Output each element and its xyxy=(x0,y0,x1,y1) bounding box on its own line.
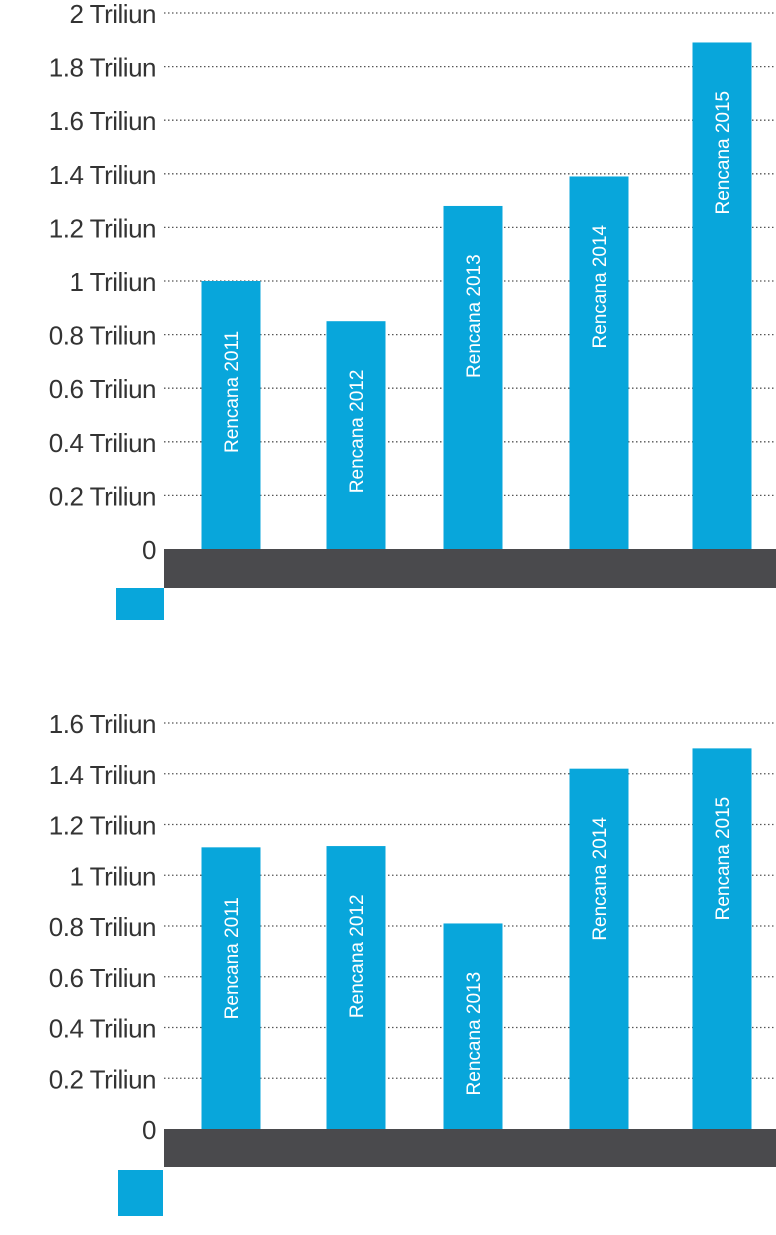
y-tick-label: 0.6 Triliun xyxy=(49,374,156,404)
y-tick-label: 0.4 Triliun xyxy=(49,1014,156,1044)
bar xyxy=(569,176,629,552)
bar xyxy=(326,321,386,551)
chart-2: 0 0.2 Triliun 0.4 Triliun 0.6 Triliun 0.8 Tr… xyxy=(49,709,776,1216)
bar-label: Rencana 2013 xyxy=(464,972,485,1096)
y-tick-label: 0.2 Triliun xyxy=(49,1064,156,1094)
y-tick-label: 0.6 Triliun xyxy=(49,963,156,993)
bar-label: Rencana 2014 xyxy=(590,224,611,348)
y-tick-label: 0 xyxy=(142,1115,156,1145)
y-tick-label: 1 Triliun xyxy=(69,861,156,891)
y-tick-label: 2 Triliun xyxy=(69,0,156,29)
chart-1: 0 0.2 Triliun 0.4 Triliun 0.6 Triliun 0.8 Tr… xyxy=(49,0,776,620)
bar-label: Rencana 2012 xyxy=(347,370,368,494)
bar-label: Rencana 2015 xyxy=(713,797,734,921)
y-tick-label: 1.4 Triliun xyxy=(49,760,156,790)
legend-swatch xyxy=(116,588,164,620)
x-axis-base xyxy=(164,549,776,588)
bar-label: Rencana 2015 xyxy=(713,91,734,215)
y-tick-label: 1.6 Triliun xyxy=(49,709,156,739)
x-axis-base xyxy=(164,1129,776,1167)
bar-label: Rencana 2011 xyxy=(222,331,243,453)
y-tick-label: 0.8 Triliun xyxy=(49,912,156,942)
bar-label: Rencana 2014 xyxy=(590,817,611,941)
y-tick-label: 1.8 Triliun xyxy=(49,53,156,83)
y-tick-label: 1 Triliun xyxy=(69,267,156,297)
y-tick-label: 0.4 Triliun xyxy=(49,428,156,458)
bar xyxy=(692,748,752,1131)
y-tick-label: 0.8 Triliun xyxy=(49,321,156,351)
bar xyxy=(326,846,386,1131)
bar xyxy=(443,205,503,551)
y-tick-label: 0.2 Triliun xyxy=(49,481,156,511)
bar xyxy=(201,847,261,1131)
bar xyxy=(692,42,752,551)
bar-label: Rencana 2012 xyxy=(347,894,368,1018)
bar xyxy=(201,281,261,551)
y-tick-label: 1.6 Triliun xyxy=(49,106,156,136)
bar xyxy=(569,768,629,1131)
y-tick-label: 0 xyxy=(142,535,156,565)
bar xyxy=(443,923,503,1131)
legend-swatch xyxy=(118,1170,163,1216)
y-tick-label: 1.2 Triliun xyxy=(49,213,156,243)
bar-label: Rencana 2013 xyxy=(464,254,485,378)
y-tick-label: 1.2 Triliun xyxy=(49,811,156,841)
y-tick-label: 1.4 Triliun xyxy=(49,160,156,190)
bar-label: Rencana 2011 xyxy=(222,897,243,1019)
